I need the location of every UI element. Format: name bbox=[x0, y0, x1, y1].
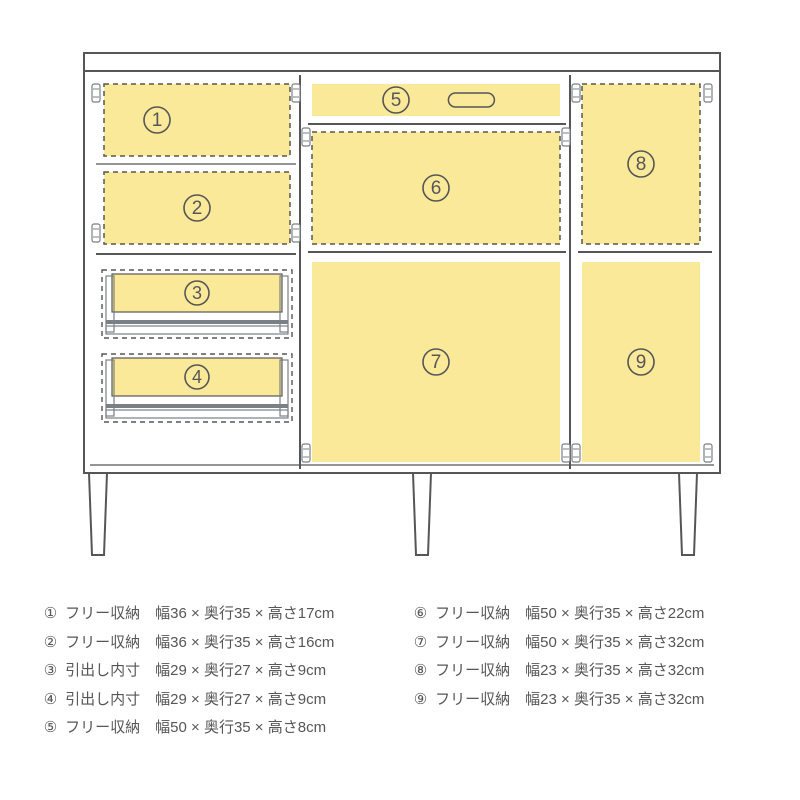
legend-row: ④ 引出し内寸 幅29 × 奥行27 × 高さ9cm bbox=[40, 686, 334, 715]
legend-row: ② フリー収納 幅36 × 奥行35 × 高さ16cm bbox=[40, 629, 334, 658]
legend-row: ③ 引出し内寸 幅29 × 奥行27 × 高さ9cm bbox=[40, 657, 334, 686]
svg-text:3: 3 bbox=[192, 283, 202, 303]
legend-row: ⑨ フリー収納 幅23 × 奥行35 × 高さ32cm bbox=[410, 686, 704, 715]
legend-right: ⑥ フリー収納 幅50 × 奥行35 × 高さ22cm⑦ フリー収納 幅50 ×… bbox=[410, 600, 704, 714]
svg-text:7: 7 bbox=[431, 352, 442, 373]
svg-text:5: 5 bbox=[391, 90, 402, 111]
svg-text:4: 4 bbox=[192, 367, 202, 387]
legend-left: ① フリー収納 幅36 × 奥行35 × 高さ17cm② フリー収納 幅36 ×… bbox=[40, 600, 334, 743]
legend-row: ⑥ フリー収納 幅50 × 奥行35 × 高さ22cm bbox=[410, 600, 704, 629]
svg-text:1: 1 bbox=[152, 110, 163, 131]
svg-text:9: 9 bbox=[636, 352, 647, 373]
svg-text:2: 2 bbox=[192, 198, 203, 219]
legend-row: ⑤ フリー収納 幅50 × 奥行35 × 高さ8cm bbox=[40, 714, 334, 743]
svg-text:8: 8 bbox=[636, 154, 647, 175]
legend-row: ① フリー収納 幅36 × 奥行35 × 高さ17cm bbox=[40, 600, 334, 629]
svg-text:6: 6 bbox=[431, 178, 442, 199]
cabinet-diagram: 1 2 5 6 7 8 9 3 4 bbox=[0, 0, 800, 580]
legend-row: ⑦ フリー収納 幅50 × 奥行35 × 高さ32cm bbox=[410, 629, 704, 658]
legend-row: ⑧ フリー収納 幅23 × 奥行35 × 高さ32cm bbox=[410, 657, 704, 686]
